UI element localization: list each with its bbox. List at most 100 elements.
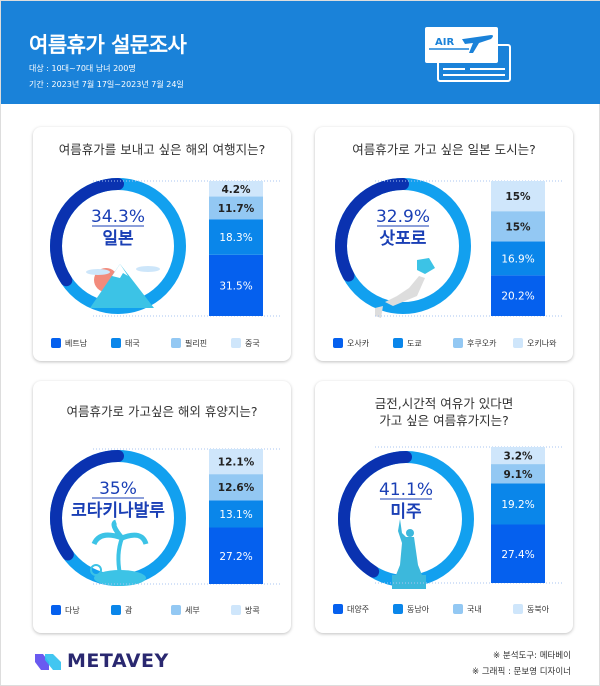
segment-value: 15%	[505, 221, 531, 233]
segment-value: 13.1%	[219, 509, 252, 521]
survey-card-destination: 여름휴가를 보내고 싶은 해외 여행지는? 34.3% 일본 31.5% 베트남 18.3…	[33, 127, 291, 361]
legend-swatch	[51, 605, 61, 615]
bar-segment	[209, 474, 263, 501]
segment-value: 19.2%	[501, 499, 534, 511]
survey-card-japan-city: 여름휴가로 가고 싶은 일본 도시는? 32.9% 삿포로 20.2% 오사카 16.9%…	[315, 127, 573, 361]
legend-swatch	[171, 605, 181, 615]
bar-segment	[491, 483, 545, 525]
bar-segment	[491, 241, 545, 276]
legend-label: 방콕	[245, 605, 260, 615]
legend-label: 동남아	[407, 604, 430, 614]
survey-target: 대상 : 10대~70대 남녀 200명	[29, 64, 136, 73]
survey-card-resort: 여름휴가로 가고싶은 해외 휴양지는? 35% 코타키나발루 27.2% 다낭 13.1%…	[33, 381, 291, 633]
legend-swatch	[231, 605, 241, 615]
segment-value: 16.9%	[501, 253, 534, 265]
donut-top-arc	[50, 178, 186, 314]
segment-value: 15%	[505, 191, 531, 203]
bar-segment	[209, 181, 263, 197]
top-value: 34.3%	[91, 207, 145, 227]
legend-label: 필리핀	[185, 338, 207, 348]
legend-swatch	[231, 338, 241, 348]
legend-label: 베트남	[65, 339, 88, 348]
legend-label: 괌	[125, 605, 133, 615]
bar-segment	[491, 524, 545, 583]
segment-value: 11.7%	[218, 203, 255, 215]
segment-value: 12.6%	[218, 482, 255, 494]
survey-period: 기간 : 2023년 7월 17일~2023년 7월 24일	[29, 80, 184, 89]
legend-swatch	[393, 604, 403, 614]
statue-of-liberty-icon	[392, 519, 426, 589]
question-title: 여름휴가로 가고싶은 해외 휴양지는?	[66, 404, 258, 419]
legend-swatch	[453, 338, 463, 348]
legend-label: 동북아	[527, 604, 550, 614]
legend-swatch	[111, 338, 121, 348]
bar-segment	[491, 211, 545, 242]
top-label: 삿포로	[380, 229, 427, 249]
legend-swatch	[171, 338, 181, 348]
bar-segment	[209, 500, 263, 528]
legend-swatch	[333, 338, 343, 348]
question-title: 여름휴가를 보내고 싶은 해외 여행지는?	[58, 142, 266, 157]
legend-label: 도쿄	[407, 339, 422, 348]
segment-value: 31.5%	[219, 280, 252, 292]
segment-value: 20.2%	[501, 291, 534, 303]
legend-label: 다낭	[65, 605, 80, 615]
legend-label: 중국	[245, 339, 260, 348]
segment-value: 12.1%	[218, 457, 255, 469]
card-chart: 41.1%미주 27.4% 대양주 19.2% 동남아 9.1% 국내 3.2% 동북아	[333, 446, 563, 614]
top-value: 35%	[99, 479, 137, 499]
bar-segment	[209, 196, 263, 220]
japan-map-icon	[375, 258, 435, 318]
bar-segment	[209, 527, 263, 584]
legend-swatch	[333, 604, 343, 614]
survey-card-dream-trip: 금전,시간적 여유가 있다면 가고 싶은 여름휴가지는? 41.1% 미주 27.4%…	[315, 381, 573, 633]
legend-label: 세부	[185, 606, 200, 615]
legend-label: 후쿠오카	[467, 339, 497, 348]
bar-segment	[491, 275, 545, 316]
donut-top-arc	[338, 451, 474, 587]
legend-label: 국내	[467, 605, 482, 614]
question-title: 여름휴가로 가고 싶은 일본 도시는?	[352, 142, 536, 157]
ticket-label: AIR	[435, 37, 454, 48]
card-chart: 32.9%삿포로 20.2% 오사카 16.9% 도쿄 15% 후쿠오카 15% 오키나와	[333, 178, 563, 348]
question-title: 금전,시간적 여유가 있다면 가고 싶은 여름휴가지는?	[374, 396, 514, 428]
legend-swatch	[513, 338, 523, 348]
top-label: 미주	[390, 502, 422, 522]
palm-island-icon	[90, 519, 149, 586]
airplane-ticket-icon: AIR	[425, 27, 511, 82]
legend-label: 태국	[125, 339, 140, 348]
bar-segment	[209, 219, 263, 255]
legend-swatch	[393, 338, 403, 348]
bar-segment	[491, 464, 545, 484]
card-chart: 34.3%일본 31.5% 베트남 18.3% 태국 11.7% 필리핀 4.2% 중국	[50, 178, 281, 348]
metavey-logo: METAVEY	[35, 650, 169, 672]
top-label: 일본	[102, 229, 134, 249]
legend-swatch	[513, 604, 523, 614]
legend-label: 오사카	[347, 339, 370, 348]
segment-value: 4.2%	[221, 184, 251, 196]
bar-segment	[209, 254, 263, 316]
legend-swatch	[111, 605, 121, 615]
logo-text: METAVEY	[67, 650, 169, 672]
segment-value: 27.4%	[501, 549, 534, 561]
top-value: 32.9%	[376, 207, 430, 227]
metavey-logo-icon	[35, 654, 61, 670]
donut-top-arc	[50, 450, 186, 586]
analysis-tool-credit: ※ 분석도구: 메타베이	[493, 651, 571, 661]
page-title: 여름휴가 설문조사	[29, 33, 187, 57]
donut-top-arc	[335, 178, 471, 314]
top-value: 41.1%	[379, 480, 433, 500]
segment-value: 18.3%	[219, 232, 252, 244]
top-label: 코타키나발루	[71, 501, 165, 521]
card-chart: 35%코타키나발루 27.2% 다낭 13.1% 괌 12.6% 세부 12.1% 방콕	[50, 448, 281, 615]
segment-value: 3.2%	[503, 451, 533, 463]
graphic-credit: ※ 그래픽 : 문보영 디자이너	[472, 667, 571, 677]
legend-swatch	[453, 604, 463, 614]
legend-swatch	[51, 338, 61, 348]
header-banner: 여름휴가 설문조사 대상 : 10대~70대 남녀 200명 기간 : 2023…	[1, 1, 600, 104]
mountain-icon	[86, 264, 160, 308]
legend-label: 오키나와	[527, 338, 557, 348]
segment-value: 9.1%	[503, 469, 533, 481]
bar-segment	[491, 181, 545, 212]
